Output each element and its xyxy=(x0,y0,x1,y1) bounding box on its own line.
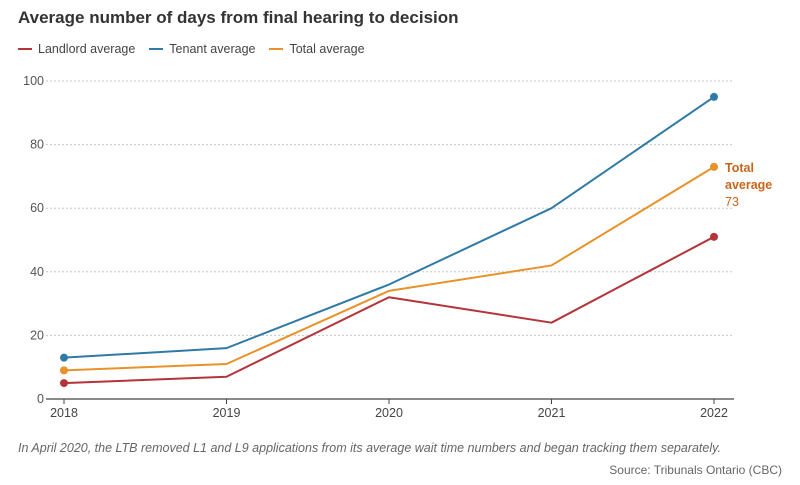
x-tick-label-2021: 2021 xyxy=(538,406,566,420)
legend-label-total: Total average xyxy=(289,42,365,56)
y-tick-label-40: 40 xyxy=(30,265,44,279)
x-tick-label-2022: 2022 xyxy=(700,406,728,420)
x-tick-label-2019: 2019 xyxy=(213,406,241,420)
legend-swatch-total xyxy=(269,48,284,50)
y-tick-label-60: 60 xyxy=(30,201,44,215)
legend-label-tenant: Tenant average xyxy=(169,42,256,56)
footnote: In April 2020, the LTB removed L1 and L9… xyxy=(18,441,721,455)
y-tick-label-100: 100 xyxy=(23,74,44,88)
data-point-tenant-2018 xyxy=(60,353,68,362)
chart-title: Average number of days from final hearin… xyxy=(18,8,459,27)
legend-label-landlord: Landlord average xyxy=(38,42,136,56)
series-line-tenant xyxy=(63,96,715,359)
data-point-landlord-2018 xyxy=(60,379,68,388)
series-line-landlord xyxy=(63,235,715,385)
line-chart: 0 20 40 60 80 100 2018 2019 2020 2021 2022 Total ave… xyxy=(23,74,772,420)
annotation-value: 73 xyxy=(725,195,739,209)
data-point-landlord-2022 xyxy=(710,232,718,241)
series-line-total xyxy=(63,166,715,372)
data-point-total-2022 xyxy=(710,162,718,171)
annotation-label-line1: Total xyxy=(725,161,754,175)
x-tick-label-2018: 2018 xyxy=(50,406,78,420)
data-point-total-2018 xyxy=(60,366,68,375)
y-tick-label-0: 0 xyxy=(37,392,44,406)
x-tick-label-2020: 2020 xyxy=(375,406,403,420)
annotation-label-line2: average xyxy=(725,178,772,192)
source-credit: Source: Tribunals Ontario (CBC) xyxy=(609,463,782,477)
legend-swatch-tenant xyxy=(149,48,164,50)
data-point-tenant-2022 xyxy=(710,92,718,101)
legend-item-landlord: Landlord average xyxy=(18,42,135,56)
legend-swatch-landlord xyxy=(18,48,32,50)
legend: Landlord average Tenant average Total av… xyxy=(18,42,365,56)
y-tick-label-20: 20 xyxy=(30,328,44,342)
legend-item-total: Total average xyxy=(269,42,365,56)
legend-item-tenant: Tenant average xyxy=(149,42,255,56)
y-tick-label-80: 80 xyxy=(30,138,44,152)
